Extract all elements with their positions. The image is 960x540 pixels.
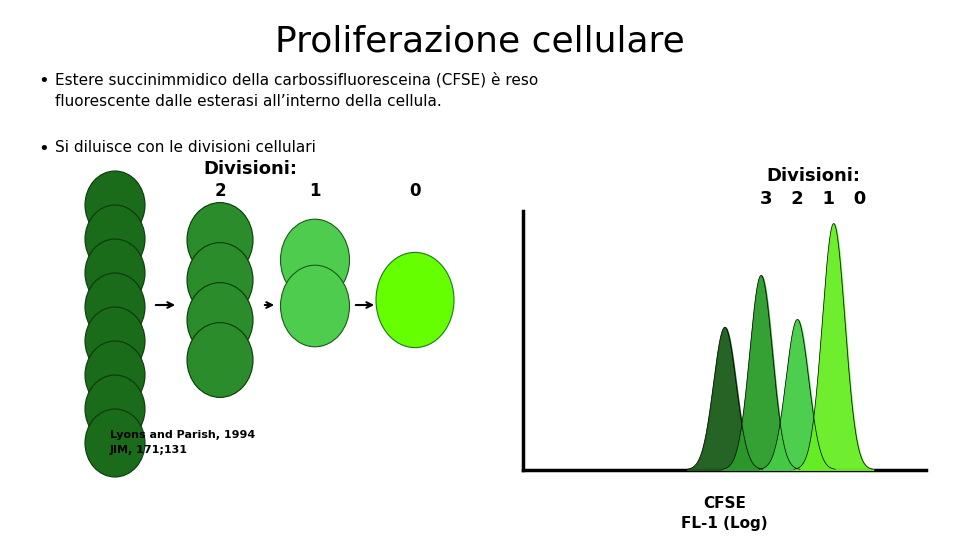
Ellipse shape: [85, 409, 145, 477]
Ellipse shape: [187, 242, 253, 318]
Text: CFSE: CFSE: [704, 496, 746, 511]
Text: 3   2   1   0: 3 2 1 0: [760, 190, 867, 208]
Ellipse shape: [85, 375, 145, 443]
Ellipse shape: [187, 202, 253, 278]
Text: Proliferazione cellulare: Proliferazione cellulare: [276, 25, 684, 59]
Text: Lyons and Parish, 1994: Lyons and Parish, 1994: [110, 430, 255, 440]
Ellipse shape: [85, 307, 145, 375]
Ellipse shape: [85, 171, 145, 239]
Ellipse shape: [280, 265, 349, 347]
Text: 0: 0: [409, 182, 420, 200]
Ellipse shape: [376, 252, 454, 348]
Text: Estere succinimmidico della carbossifluoresceina (CFSE) è reso
fluorescente dall: Estere succinimmidico della carbossifluo…: [55, 72, 539, 109]
Ellipse shape: [85, 239, 145, 307]
Ellipse shape: [187, 322, 253, 397]
Text: •: •: [38, 72, 49, 90]
Ellipse shape: [280, 219, 349, 301]
Text: Divisioni:: Divisioni:: [766, 167, 860, 185]
Text: 2: 2: [214, 182, 226, 200]
Text: •: •: [38, 140, 49, 158]
Text: Si diluisce con le divisioni cellulari: Si diluisce con le divisioni cellulari: [55, 140, 316, 155]
Ellipse shape: [85, 205, 145, 273]
Ellipse shape: [85, 341, 145, 409]
Text: 3: 3: [109, 182, 121, 200]
Text: Divisioni:: Divisioni:: [203, 160, 297, 178]
Text: 1: 1: [309, 182, 321, 200]
Text: FL-1 (Log): FL-1 (Log): [682, 516, 768, 531]
Ellipse shape: [85, 273, 145, 341]
Text: JIM, 171;131: JIM, 171;131: [110, 445, 188, 455]
Ellipse shape: [187, 282, 253, 357]
